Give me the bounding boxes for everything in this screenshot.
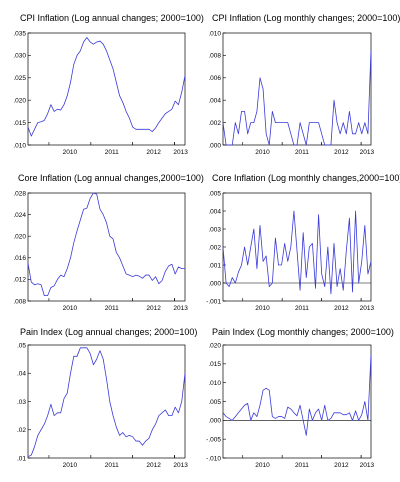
x-tick-label: 2011 — [295, 305, 309, 312]
y-tick-label: .010 — [13, 142, 26, 149]
x-tick-label: 2010 — [63, 305, 78, 312]
plot-frame — [27, 32, 186, 146]
y-tick-label: .015 — [208, 361, 221, 368]
x-tick-label: 2010 — [63, 462, 78, 469]
plot-frame — [222, 344, 372, 459]
chart-title: Pain Index (Log annual changes; 2000=100… — [20, 327, 197, 337]
y-tick-label: .04 — [17, 371, 26, 378]
y-tick-label: .05 — [17, 342, 26, 349]
y-tick-label: .004 — [208, 98, 221, 105]
y-tick-label: .002 — [208, 120, 221, 127]
chart-panel-6: Pain Index (Log monthly changes; 2000=10… — [206, 327, 394, 469]
y-tick-label: .024 — [13, 212, 26, 219]
y-tick-label: .008 — [13, 298, 26, 305]
x-tick-label: 2012 — [334, 462, 349, 469]
chart-title: Core Inflation (Log annual changes,2000=… — [18, 173, 204, 183]
x-tick-label: 2010 — [255, 149, 270, 156]
y-tick-label: -.010 — [206, 455, 221, 462]
y-tick-label: .010 — [208, 30, 221, 37]
plot-frame — [222, 32, 372, 146]
y-tick-label: .015 — [13, 120, 26, 127]
x-tick-label: 2012 — [146, 149, 161, 156]
chart-title: Core Inflation (Log monthly changes,2000… — [212, 173, 400, 183]
x-tick-label: 2012 — [334, 305, 349, 312]
y-tick-label: .000 — [208, 142, 221, 149]
y-tick-label: .03 — [17, 399, 26, 406]
x-tick-label: 2013 — [360, 149, 375, 156]
y-tick-label: .020 — [13, 234, 26, 241]
chart-panel-2: CPI Inflation (Log monthly changes; 2000… — [208, 13, 400, 156]
y-tick-label: .005 — [208, 190, 221, 197]
y-tick-label: .016 — [13, 255, 26, 262]
x-tick-label: 2011 — [105, 305, 119, 312]
y-tick-label: .02 — [17, 427, 26, 434]
x-tick-label: 2011 — [295, 462, 309, 469]
x-tick-label: 2010 — [255, 305, 270, 312]
x-tick-label: 2011 — [105, 462, 119, 469]
x-tick-label: 2012 — [146, 305, 161, 312]
y-tick-label: .003 — [208, 226, 221, 233]
y-tick-label: .001 — [208, 262, 221, 269]
y-tick-label: .012 — [13, 277, 26, 284]
y-tick-label: .020 — [208, 342, 221, 349]
x-tick-label: 2013 — [173, 462, 188, 469]
series-line — [27, 347, 186, 457]
y-tick-label: .035 — [13, 30, 26, 37]
x-tick-label: 2011 — [295, 149, 309, 156]
chart-panel-5: Pain Index (Log annual changes; 2000=100… — [17, 327, 197, 469]
x-tick-label: 2011 — [105, 149, 119, 156]
x-tick-label: 2013 — [173, 305, 188, 312]
x-tick-label: 2013 — [173, 149, 188, 156]
series-line — [222, 49, 372, 146]
plot-frame — [27, 192, 186, 302]
chart-panel-3: Core Inflation (Log annual changes,2000=… — [13, 173, 204, 312]
x-tick-label: 2012 — [146, 462, 161, 469]
y-tick-label: .000 — [208, 418, 221, 425]
series-line — [222, 354, 372, 436]
y-tick-label: .000 — [208, 280, 221, 287]
plot-frame — [27, 344, 186, 459]
chart-panel-4: Core Inflation (Log monthly changes,2000… — [206, 173, 400, 312]
y-tick-label: .030 — [13, 53, 26, 60]
series-line — [27, 192, 185, 297]
x-tick-label: 2012 — [334, 149, 349, 156]
y-tick-label: .028 — [13, 190, 26, 197]
x-tick-label: 2010 — [63, 149, 78, 156]
y-tick-label: .025 — [13, 75, 26, 82]
y-tick-label: .01 — [17, 455, 26, 462]
y-tick-label: .002 — [208, 244, 221, 251]
chart-title: Pain Index (Log monthly changes; 2000=10… — [212, 327, 394, 337]
chart-panel-1: CPI Inflation (Log annual changes; 2000=… — [13, 13, 204, 156]
y-tick-label: .004 — [208, 208, 221, 215]
y-tick-label: -.001 — [206, 298, 221, 305]
series-line — [222, 210, 372, 295]
x-tick-label: 2013 — [360, 462, 375, 469]
x-tick-label: 2013 — [360, 305, 375, 312]
y-tick-label: .010 — [208, 380, 221, 387]
x-tick-label: 2010 — [255, 462, 270, 469]
y-tick-label: .005 — [208, 399, 221, 406]
y-tick-label: -.005 — [206, 436, 221, 443]
y-tick-label: .006 — [208, 75, 221, 82]
y-tick-label: .008 — [208, 53, 221, 60]
series-line — [27, 37, 186, 137]
chart-title: CPI Inflation (Log annual changes; 2000=… — [20, 13, 204, 23]
y-tick-label: .020 — [13, 98, 26, 105]
chart-title: CPI Inflation (Log monthly changes; 2000… — [212, 13, 400, 23]
